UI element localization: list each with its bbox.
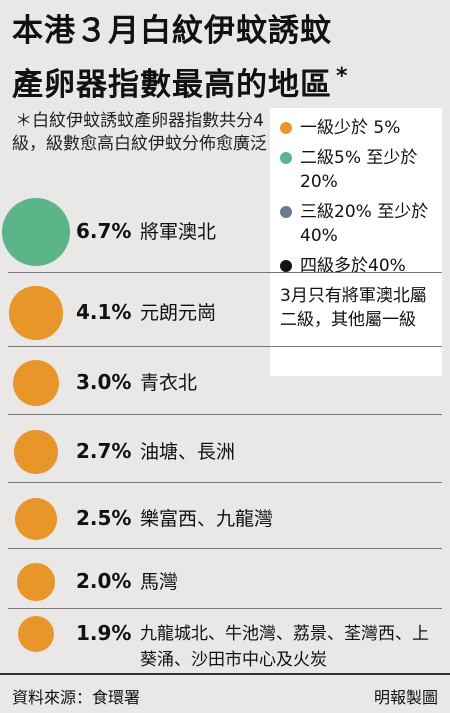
bubble-area-label: 馬灣 [140,571,179,593]
bubble-value-label: 6.7% [76,219,132,243]
bubble-area-label: 樂富西、九龍灣 [140,508,274,530]
bubble-area-label: 元朗元崗 [140,302,217,324]
legend-item-level-3: 三級20% 至少於40% [280,200,432,248]
title-line-2-text: 產卵器指數最高的地區 [12,67,332,103]
bubble-mark [15,498,57,540]
title-star: * [336,64,349,89]
bubble-mark [14,430,58,474]
legend-note: 3月只有將軍澳北屬二級，其他屬一級 [280,286,427,330]
legend-label-level-3: 三級20% 至少於40% [300,202,429,246]
credit-text: 明報製圖 [373,688,438,707]
legend-item-level-1: 一級少於 5% [280,116,432,140]
bubble-mark [13,360,59,406]
bubble-area-label: 將軍澳北 [140,221,217,243]
title-line-2: 產卵器指數最高的地區 * [12,54,442,108]
legend-label-level-4: 四級多於40% [300,256,406,276]
bubble-mark [2,198,70,266]
legend-dot-level-3 [280,206,292,218]
row-divider [8,548,442,549]
bubble-value-label: 2.0% [76,569,132,593]
bubble-row: 3.0% 青衣北 [0,350,450,416]
row-divider [8,608,442,609]
row-divider [8,346,442,347]
row-divider [8,482,442,483]
footer-divider [0,673,450,675]
legend-dot-level-4 [280,260,292,272]
legend-label-level-1: 一級少於 5% [300,118,401,138]
legend: 一級少於 5% 二級5% 至少於20% 三級20% 至少於40% 四級多於40%… [270,108,442,376]
bubble-mark [17,615,55,653]
bubble-row: 2.0% 馬灣 [0,554,450,610]
row-divider [8,272,442,273]
title-line-1: 本港３月白紋伊蚊誘蚊 [12,13,332,49]
bubble-value-label: 1.9% [76,621,132,645]
bubble-row: 4.1% 元朗元崗 [0,278,450,348]
bubble-value-label: 3.0% [76,370,132,394]
bubble-value-label: 2.7% [76,439,132,463]
row-divider [8,414,442,415]
legend-item-level-4: 四級多於40% [280,254,432,278]
bubble-row: 1.9% 九龍城北、牛池灣、荔景、荃灣西、上葵涌、沙田市中心及火炭 [0,610,450,672]
bubble-mark [17,563,55,601]
bubble-area-label: 油塘、長洲 [140,441,236,463]
bubble-area-label: 九龍城北、牛池灣、荔景、荃灣西、上葵涌、沙田市中心及火炭 [140,624,429,670]
legend-label-level-2: 二級5% 至少於20% [300,148,418,192]
source-text: 資料來源：食環署 [12,688,141,707]
bubble-mark [9,286,63,340]
bubble-row: 2.5% 樂富西、九龍灣 [0,488,450,550]
legend-item-level-2: 二級5% 至少於20% [280,146,432,194]
bubble-value-label: 4.1% [76,300,132,324]
bubble-row: 2.7% 油塘、長洲 [0,420,450,484]
page-title: 本港３月白紋伊蚊誘蚊 產卵器指數最高的地區 * [12,8,442,108]
legend-dot-level-1 [280,122,292,134]
level-note: ＊白紋伊蚊誘蚊產卵器指數共分4級，級數愈高白紋伊蚊分佈愈廣泛 [12,111,267,154]
bubble-row: 6.7% 將軍澳北 [0,190,450,274]
legend-dot-level-2 [280,152,292,164]
bubble-area-label: 青衣北 [140,372,198,394]
bubble-value-label: 2.5% [76,506,132,530]
